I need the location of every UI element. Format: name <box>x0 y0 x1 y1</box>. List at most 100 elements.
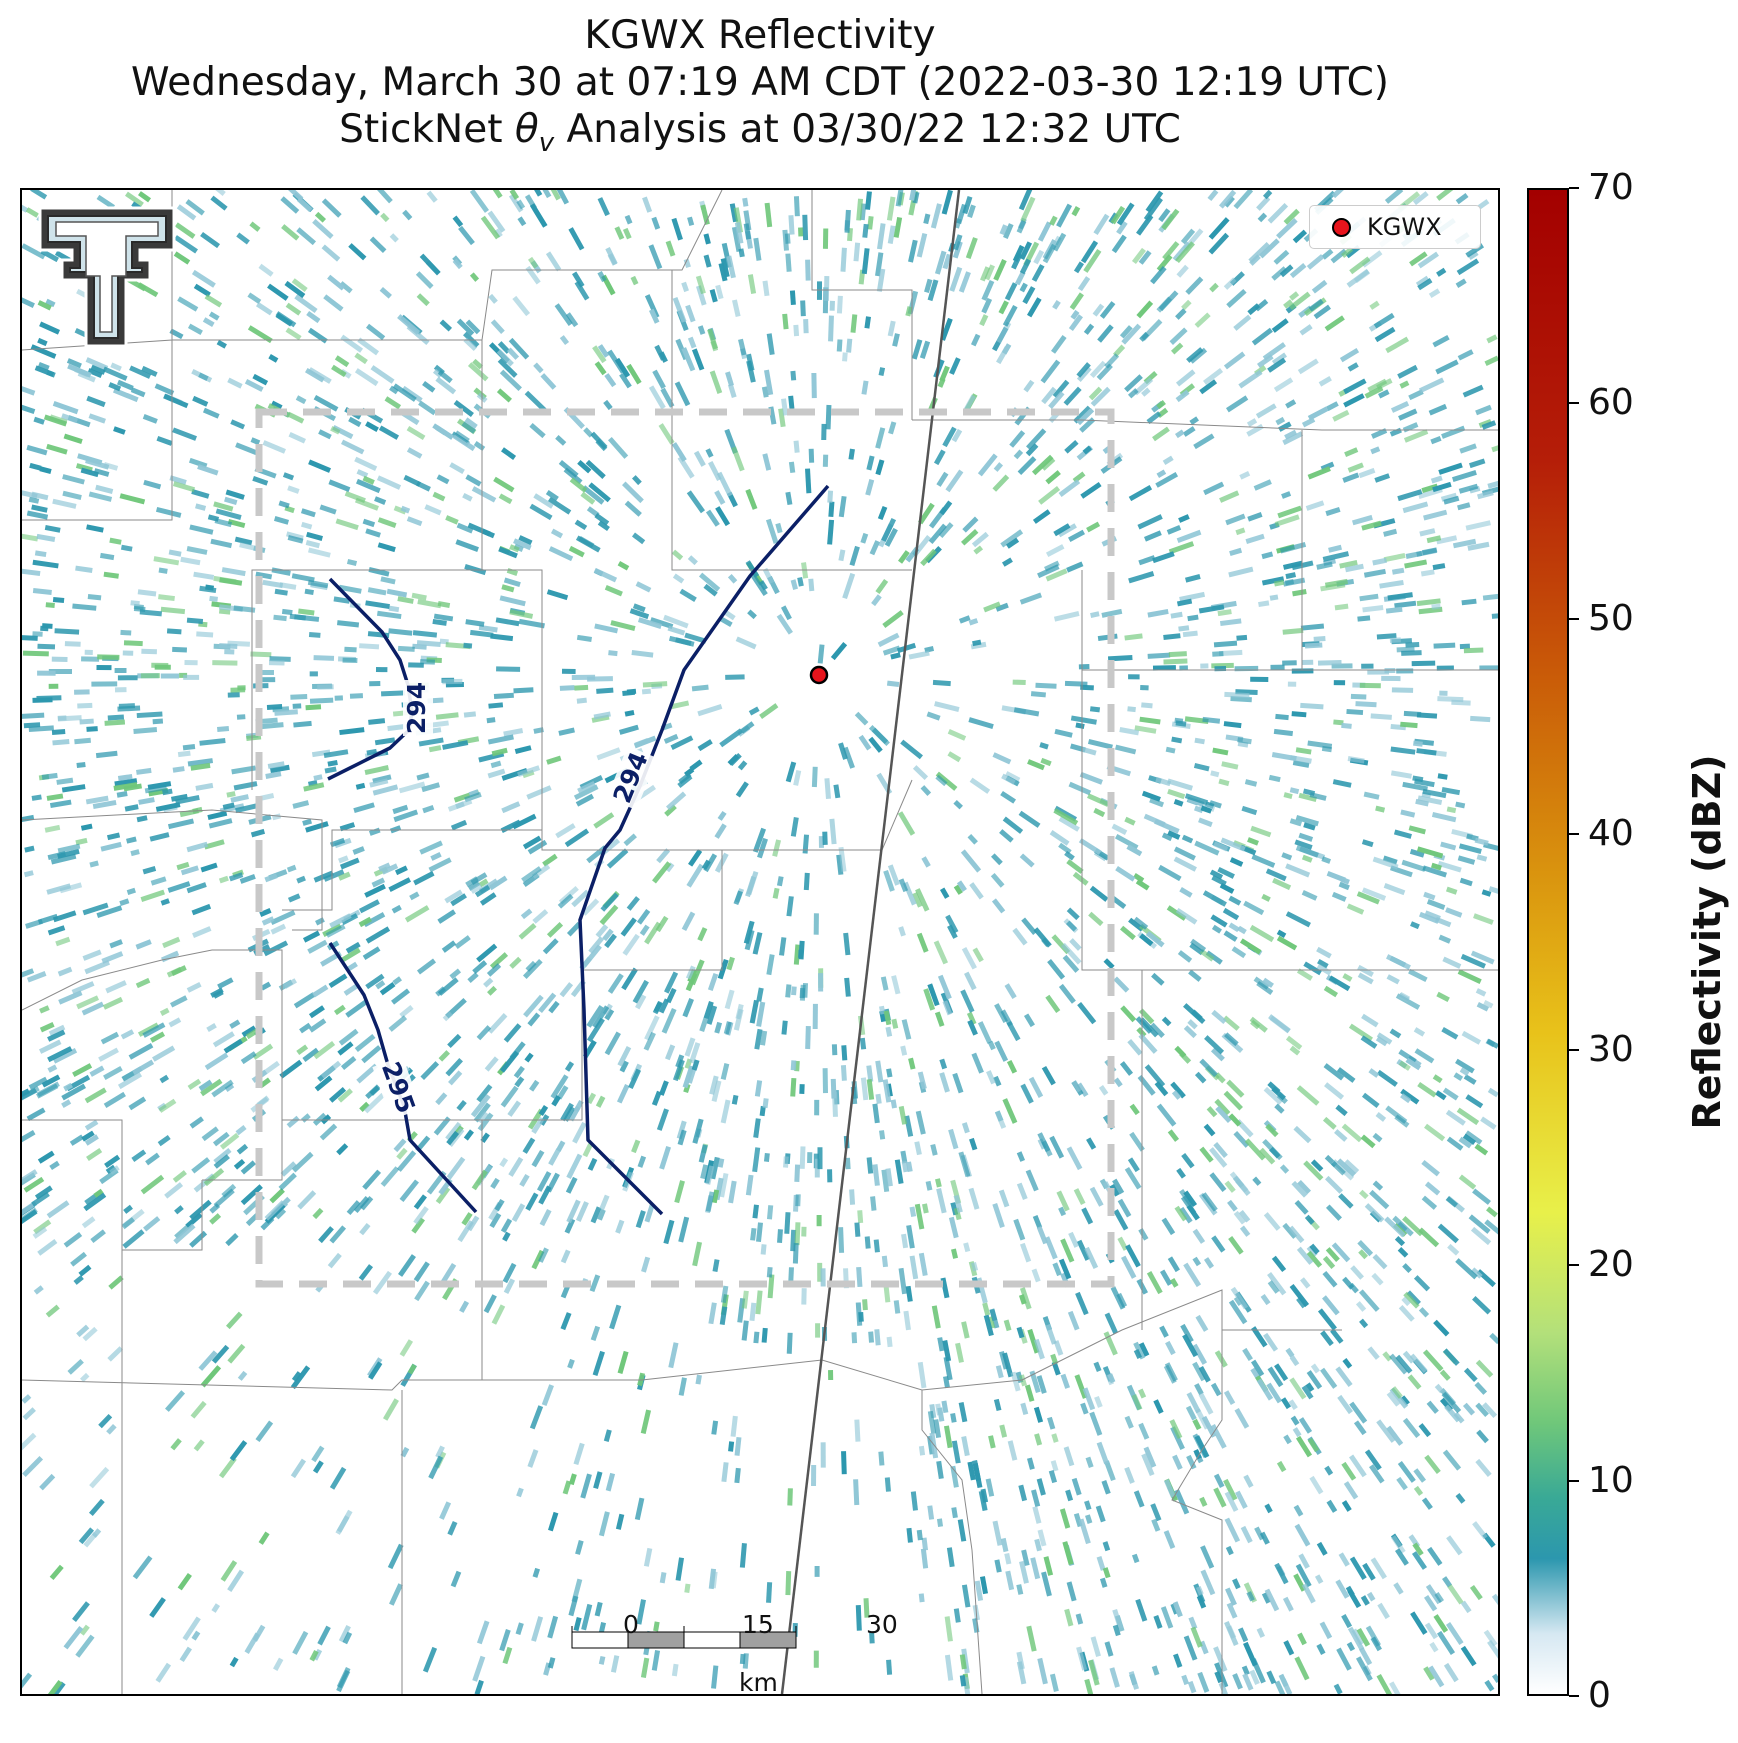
echo-gate <box>554 303 573 327</box>
echo-gate <box>72 603 97 611</box>
echo-gate <box>629 608 650 620</box>
echo-gate <box>1066 859 1084 874</box>
echo-gate <box>353 802 375 814</box>
echo-gate <box>1013 707 1040 717</box>
echo-gate <box>489 952 509 970</box>
echo-gate <box>977 453 998 477</box>
echo-gate <box>52 910 77 923</box>
echo-gate <box>255 1420 274 1443</box>
echo-gate <box>874 1329 881 1346</box>
echo-gate <box>39 1473 56 1491</box>
echo-gate <box>798 227 804 237</box>
echo-gate <box>1076 1239 1091 1261</box>
echo-gate <box>1200 1545 1215 1569</box>
echo-gate <box>369 778 389 788</box>
echo-gate <box>531 1616 544 1642</box>
echo-gate <box>435 1445 445 1459</box>
echo-gate <box>1457 502 1471 511</box>
echo-gate <box>465 474 482 487</box>
echo-gate <box>41 772 58 780</box>
echo-gate <box>156 435 173 446</box>
echo-gate <box>1361 839 1374 848</box>
echo-gate <box>470 883 483 894</box>
echo-gate <box>1090 386 1111 407</box>
echo-gate <box>1341 1614 1353 1629</box>
echo-gate <box>81 656 100 662</box>
echo-gate <box>270 923 287 935</box>
echo-gate <box>1422 1349 1444 1372</box>
echo-gate <box>1058 1206 1067 1217</box>
echo-gate <box>233 605 256 613</box>
echo-gate <box>497 341 511 354</box>
echo-gate <box>355 782 366 790</box>
echo-gate <box>1424 1123 1446 1142</box>
echo-gate <box>1331 891 1347 902</box>
radar-site-marker[interactable] <box>809 665 829 685</box>
echo-gate <box>869 1631 875 1644</box>
echo-gate <box>637 1372 646 1387</box>
echo-gate <box>863 1598 870 1618</box>
echo-gate <box>1173 799 1184 807</box>
echo-gate <box>1386 974 1400 985</box>
echo-gate <box>828 315 834 342</box>
echo-gate <box>1247 511 1263 522</box>
echo-gate <box>218 875 229 884</box>
echo-gate <box>1037 221 1052 242</box>
echo-gate <box>939 365 950 382</box>
echo-gate <box>327 759 338 767</box>
echo-gate <box>292 703 302 709</box>
echo-gate <box>859 1037 867 1050</box>
echo-gate <box>714 823 727 839</box>
echo-gate <box>953 884 963 895</box>
echo-gate <box>916 932 929 953</box>
echo-gate <box>814 1099 820 1116</box>
echo-gate <box>1247 837 1259 846</box>
echo-gate <box>44 824 61 833</box>
echo-gate <box>1431 603 1441 610</box>
echo-gate <box>1309 1243 1320 1255</box>
echo-gate <box>900 739 923 760</box>
echo-gate <box>356 469 369 478</box>
echo-gate <box>1285 911 1311 928</box>
echo-gate <box>1095 1505 1106 1523</box>
echo-gate <box>290 1458 307 1479</box>
county-border <box>172 190 723 341</box>
echo-gate <box>57 966 73 977</box>
echo-gate <box>626 363 642 385</box>
echo-gate <box>696 285 707 306</box>
echo-gate <box>1459 643 1471 650</box>
echo-gate <box>1173 856 1197 872</box>
echo-gate <box>185 199 205 216</box>
echo-gate <box>214 518 233 528</box>
echo-gate <box>1382 1351 1393 1362</box>
echo-gate <box>51 656 68 662</box>
echo-gate <box>1424 1622 1439 1640</box>
echo-gate <box>169 328 184 340</box>
echo-gate <box>705 1191 715 1212</box>
echo-gate <box>260 981 272 991</box>
echo-gate <box>789 290 796 305</box>
echo-gate <box>658 423 675 445</box>
echo-gate <box>1161 1016 1172 1027</box>
echo-gate <box>1465 520 1491 531</box>
echo-gate <box>413 1194 427 1210</box>
echo-gate <box>742 1653 749 1669</box>
echo-gate <box>728 752 742 767</box>
echo-gate <box>1194 1435 1210 1459</box>
echo-gate <box>1350 1265 1364 1280</box>
echo-gate <box>1274 1363 1289 1382</box>
echo-gate <box>1358 467 1376 479</box>
echo-gate <box>556 1140 566 1152</box>
echo-gate <box>237 685 246 691</box>
echo-gate <box>1124 1466 1135 1484</box>
echo-gate <box>1375 1036 1388 1047</box>
echo-gate <box>207 514 220 522</box>
echo-gate <box>1141 702 1153 709</box>
echo-gate <box>142 414 158 424</box>
county-border <box>921 1390 983 1694</box>
echo-gate <box>143 1216 161 1232</box>
radar-map[interactable]: 294 294 295 <box>20 188 1500 1696</box>
echo-gate <box>1003 223 1014 239</box>
echo-gate <box>1176 529 1202 544</box>
echo-gate <box>432 618 447 626</box>
